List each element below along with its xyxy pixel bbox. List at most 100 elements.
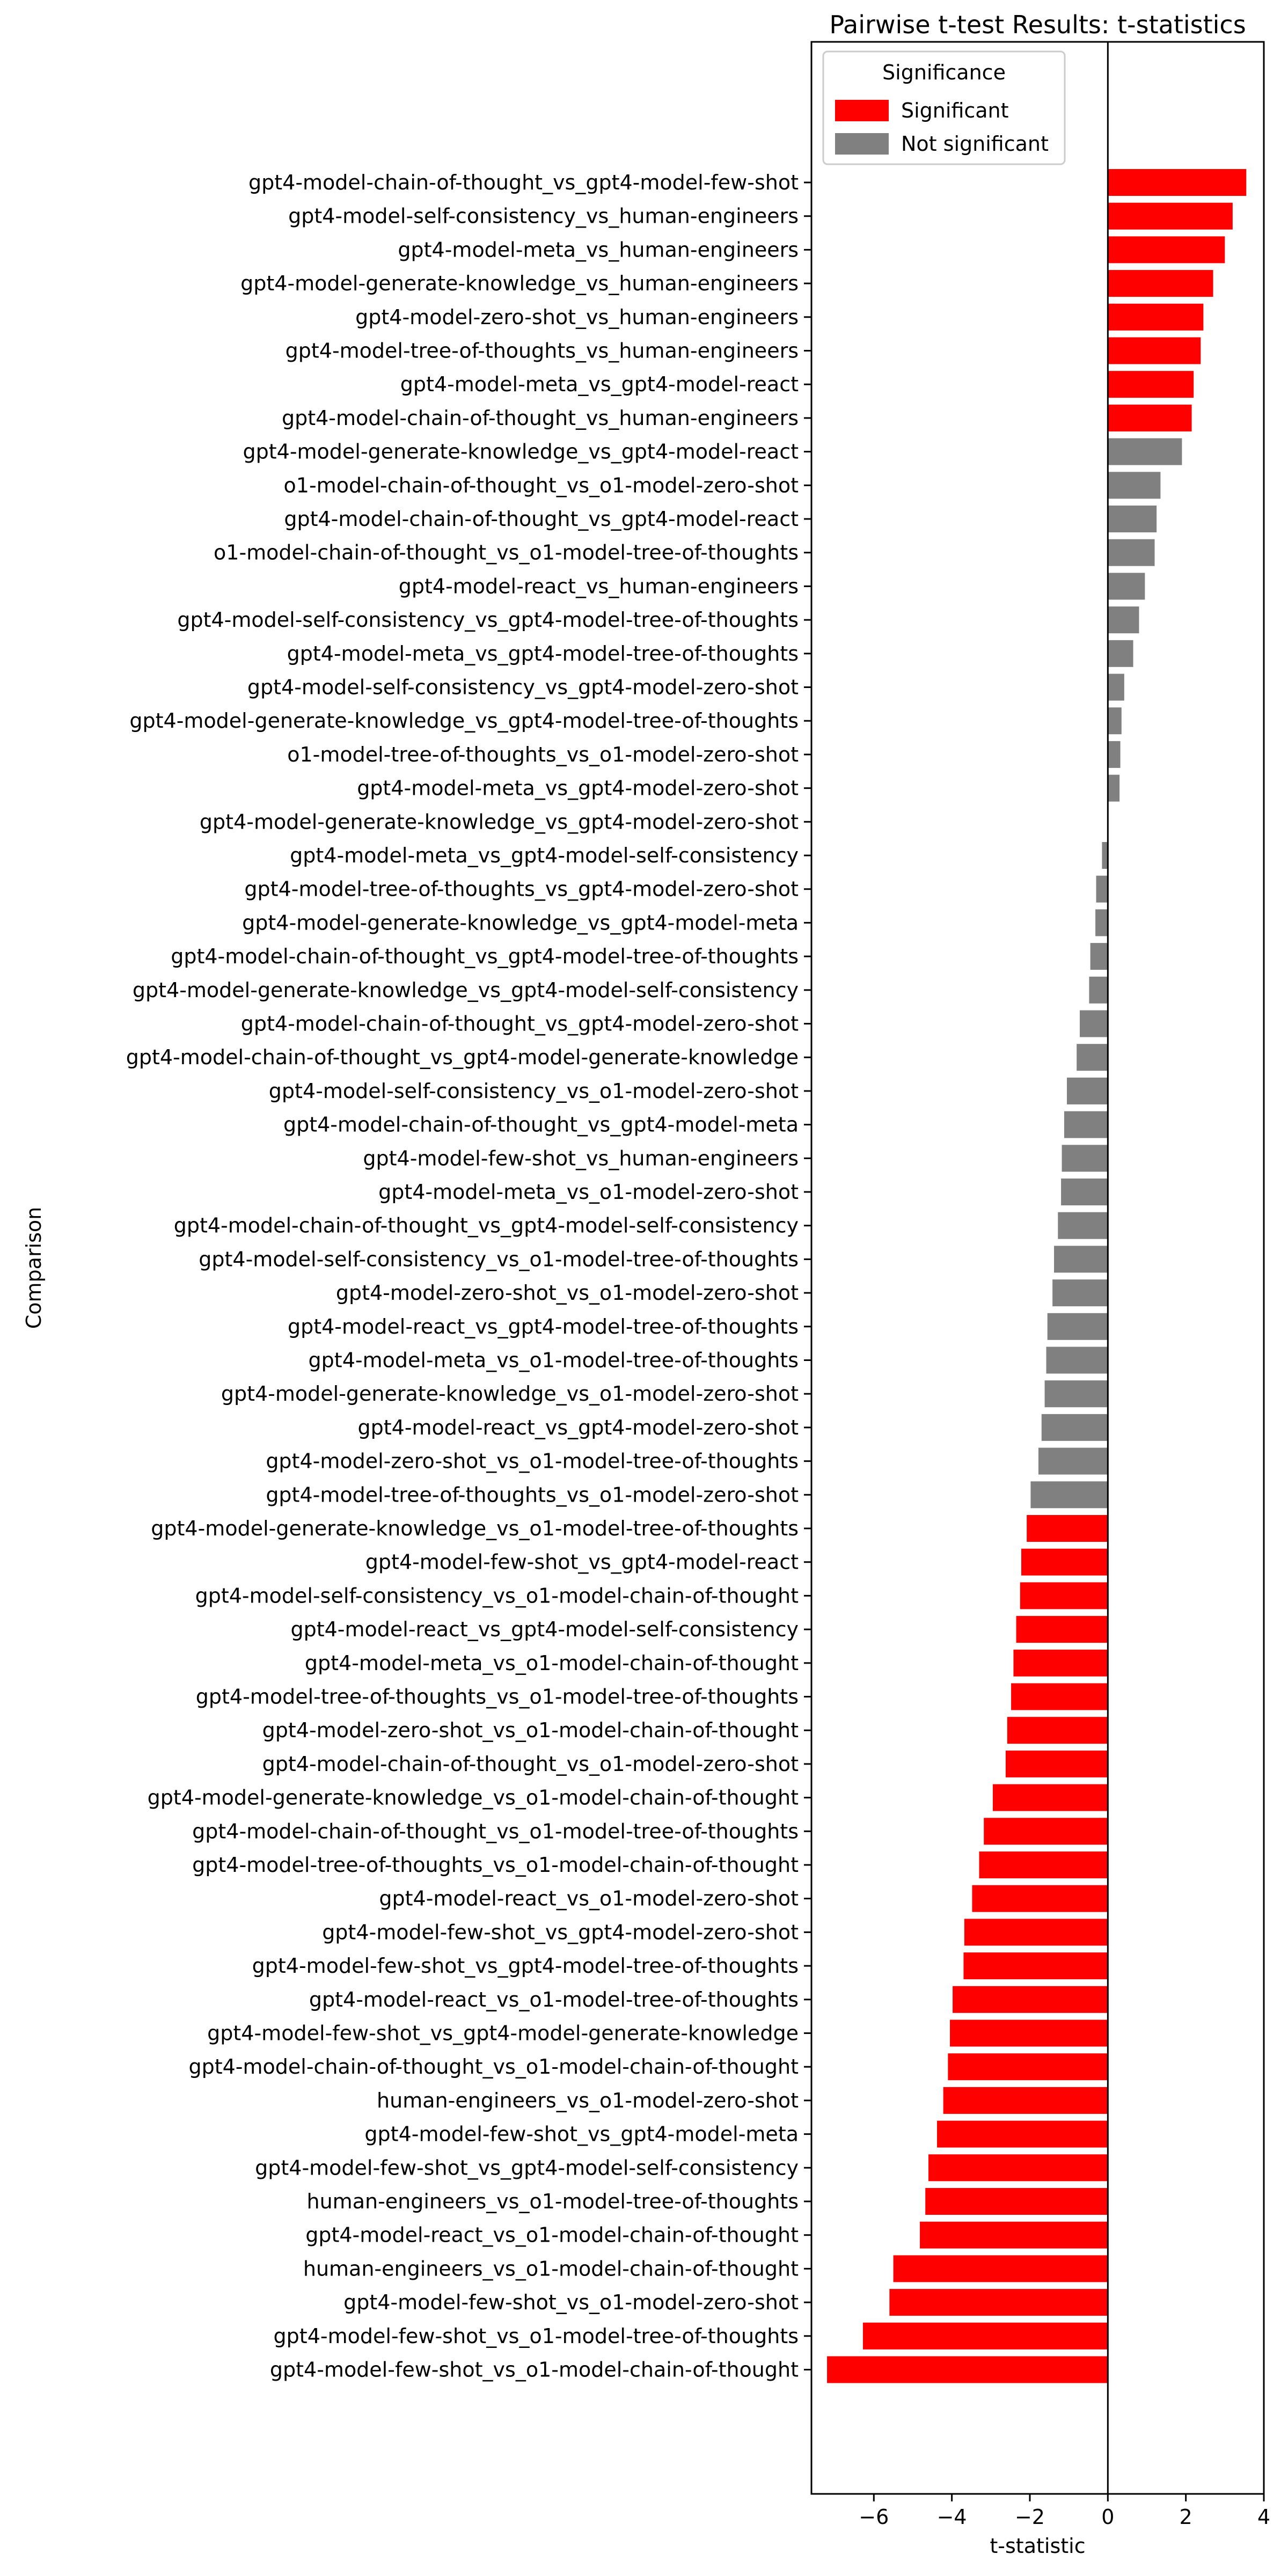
category-label: gpt4-model-zero-shot_vs_o1-model-chain-o…: [262, 1718, 799, 1742]
bar-gpt4-model-self-consistency-vs-human-engineers: [1108, 202, 1233, 230]
bar-gpt4-model-zero-shot-vs-o1-model-chain-of-thought: [1007, 1717, 1108, 1744]
category-label: gpt4-model-generate-knowledge_vs_o1-mode…: [148, 1786, 799, 1810]
category-label: gpt4-model-few-shot_vs_gpt4-model-genera…: [207, 2022, 799, 2045]
category-label: gpt4-model-generate-knowledge_vs_human-e…: [240, 272, 799, 295]
bar-human-engineers-vs-o1-model-chain-of-thought: [893, 2255, 1108, 2282]
bar-gpt4-model-few-shot-vs-o1-model-tree-of-thoughts: [862, 2322, 1108, 2350]
category-label: gpt4-model-few-shot_vs_human-engineers: [363, 1146, 799, 1170]
bar-gpt4-model-chain-of-thought-vs-gpt4-model-zero-shot: [1079, 1010, 1108, 1037]
bar-gpt4-model-react-vs-o1-model-chain-of-thought: [920, 2221, 1108, 2249]
category-label: gpt4-model-few-shot_vs_gpt4-model-react: [365, 1550, 799, 1574]
category-label: gpt4-model-meta_vs_gpt4-model-react: [400, 372, 799, 396]
category-label: gpt4-model-chain-of-thought_vs_gpt4-mode…: [284, 507, 799, 531]
category-labels-layer: gpt4-model-chain-of-thought_vs_gpt4-mode…: [126, 171, 811, 2382]
bar-gpt4-model-zero-shot-vs-human-engineers: [1108, 303, 1204, 331]
category-label: gpt4-model-react_vs_gpt4-model-self-cons…: [290, 1618, 799, 1641]
bar-gpt4-model-react-vs-gpt4-model-self-consistency: [1016, 1616, 1108, 1643]
legend-label-not-significant: Not significant: [901, 132, 1049, 156]
bar-gpt4-model-chain-of-thought-vs-gpt4-model-few-shot: [1108, 169, 1247, 196]
bar-gpt4-model-tree-of-thoughts-vs-o1-model-chain-of-thought: [979, 1851, 1108, 1878]
legend-title: Significance: [882, 61, 1006, 84]
category-label: gpt4-model-chain-of-thought_vs_human-eng…: [282, 406, 799, 430]
bar-gpt4-model-generate-knowledge-vs-o1-model-zero-shot: [1044, 1380, 1108, 1408]
y-axis-label: Comparison: [22, 1207, 46, 1329]
bar-o1-model-chain-of-thought-vs-o1-model-tree-of-thoughts: [1108, 539, 1155, 566]
category-label: gpt4-model-few-shot_vs_gpt4-model-tree-o…: [252, 1954, 799, 1978]
bar-gpt4-model-react-vs-o1-model-zero-shot: [972, 1885, 1108, 1912]
category-label: gpt4-model-chain-of-thought_vs_gpt4-mode…: [171, 945, 799, 968]
x-tick-label: 2: [1180, 2505, 1192, 2529]
bar-gpt4-model-few-shot-vs-gpt4-model-react: [1021, 1548, 1108, 1576]
x-axis-label: t-statistic: [990, 2534, 1085, 2558]
bar-gpt4-model-few-shot-vs-gpt4-model-tree-of-thoughts: [963, 1952, 1108, 1980]
bar-gpt4-model-chain-of-thought-vs-human-engineers: [1108, 404, 1192, 431]
bar-gpt4-model-meta-vs-o1-model-chain-of-thought: [1013, 1649, 1108, 1677]
category-label: gpt4-model-meta_vs_o1-model-zero-shot: [378, 1180, 799, 1204]
category-label: gpt4-model-chain-of-thought_vs_gpt4-mode…: [248, 171, 799, 194]
bar-gpt4-model-few-shot-vs-gpt4-model-zero-shot: [964, 1919, 1108, 1946]
category-label: gpt4-model-meta_vs_o1-model-chain-of-tho…: [305, 1651, 799, 1675]
category-label: gpt4-model-self-consistency_vs_gpt4-mode…: [247, 676, 799, 699]
bar-gpt4-model-generate-knowledge-vs-gpt4-model-tree-of-thoughts: [1108, 707, 1122, 735]
plot-frame: [810, 41, 1265, 2495]
category-label: gpt4-model-self-consistency_vs_o1-model-…: [269, 1079, 799, 1103]
bar-gpt4-model-generate-knowledge-vs-o1-model-chain-of-thought: [992, 1784, 1108, 1811]
category-label: gpt4-model-few-shot_vs_gpt4-model-self-c…: [255, 2156, 799, 2179]
category-label: gpt4-model-self-consistency_vs_gpt4-mode…: [177, 608, 799, 632]
category-label: gpt4-model-meta_vs_gpt4-model-zero-shot: [357, 777, 799, 800]
category-label: gpt4-model-tree-of-thoughts_vs_gpt4-mode…: [244, 877, 799, 901]
bar-gpt4-model-zero-shot-vs-o1-model-zero-shot: [1052, 1279, 1108, 1307]
category-label: human-engineers_vs_o1-model-chain-of-tho…: [303, 2257, 799, 2280]
bar-gpt4-model-tree-of-thoughts-vs-gpt4-model-zero-shot: [1096, 875, 1108, 903]
bar-gpt4-model-chain-of-thought-vs-gpt4-model-tree-of-thoughts: [1090, 943, 1108, 970]
category-label: gpt4-model-tree-of-thoughts_vs_o1-model-…: [266, 1483, 799, 1506]
bar-gpt4-model-generate-knowledge-vs-gpt4-model-react: [1108, 438, 1182, 465]
category-label: gpt4-model-generate-knowledge_vs_gpt4-mo…: [129, 709, 799, 733]
category-label: gpt4-model-react_vs_o1-model-tree-of-tho…: [309, 1988, 799, 2011]
category-label: gpt4-model-few-shot_vs_o1-model-zero-sho…: [343, 2290, 799, 2314]
bar-gpt4-model-chain-of-thought-vs-gpt4-model-react: [1108, 506, 1157, 532]
category-label: gpt4-model-react_vs_gpt4-model-zero-shot: [358, 1416, 799, 1439]
category-label: gpt4-model-tree-of-thoughts_vs_human-eng…: [286, 339, 799, 363]
bar-gpt4-model-tree-of-thoughts-vs-o1-model-zero-shot: [1030, 1481, 1108, 1509]
category-label: gpt4-model-generate-knowledge_vs_o1-mode…: [151, 1517, 799, 1540]
category-label: gpt4-model-generate-knowledge_vs_gpt4-mo…: [133, 978, 799, 1002]
category-label: o1-model-chain-of-thought_vs_o1-model-tr…: [214, 541, 799, 565]
bar-gpt4-model-tree-of-thoughts-vs-human-engineers: [1108, 337, 1201, 364]
legend-label-significant: Significant: [901, 99, 1009, 122]
bar-gpt4-model-meta-vs-gpt4-model-self-consistency: [1102, 842, 1108, 869]
bar-gpt4-model-chain-of-thought-vs-o1-model-tree-of-thoughts: [984, 1818, 1108, 1845]
x-tick-label: 4: [1257, 2505, 1270, 2529]
bar-gpt4-model-meta-vs-gpt4-model-tree-of-thoughts: [1108, 640, 1133, 667]
category-label: gpt4-model-meta_vs_o1-model-tree-of-thou…: [309, 1349, 799, 1372]
bar-gpt4-model-few-shot-vs-o1-model-chain-of-thought: [827, 2356, 1108, 2383]
x-ticks-layer: −6 −4 −2 0 2 4: [859, 2494, 1270, 2529]
bar-gpt4-model-few-shot-vs-human-engineers: [1062, 1145, 1108, 1172]
category-label: gpt4-model-generate-knowledge_vs_gpt4-mo…: [200, 810, 799, 833]
bar-gpt4-model-meta-vs-o1-model-tree-of-thoughts: [1046, 1346, 1108, 1374]
bar-gpt4-model-chain-of-thought-vs-gpt4-model-self-consistency: [1058, 1212, 1108, 1239]
category-label: gpt4-model-generate-knowledge_vs_gpt4-mo…: [242, 911, 799, 934]
category-label: gpt4-model-chain-of-thought_vs_gpt4-mode…: [174, 1214, 799, 1238]
bar-gpt4-model-zero-shot-vs-o1-model-tree-of-thoughts: [1038, 1447, 1108, 1475]
category-label: gpt4-model-tree-of-thoughts_vs_o1-model-…: [196, 1685, 799, 1709]
bar-gpt4-model-generate-knowledge-vs-o1-model-tree-of-thoughts: [1027, 1515, 1108, 1542]
bar-gpt4-model-self-consistency-vs-gpt4-model-tree-of-thoughts: [1108, 606, 1139, 634]
category-label: gpt4-model-chain-of-thought_vs_gpt4-mode…: [283, 1113, 799, 1137]
x-tick-label: −2: [1015, 2505, 1045, 2529]
category-label: gpt4-model-self-consistency_vs_o1-model-…: [195, 1584, 799, 1607]
category-label: gpt4-model-meta_vs_human-engineers: [398, 238, 799, 261]
category-label: gpt4-model-chain-of-thought_vs_o1-model-…: [188, 2055, 799, 2079]
bar-human-engineers-vs-o1-model-tree-of-thoughts: [925, 2188, 1108, 2215]
x-tick-label: 0: [1101, 2505, 1114, 2529]
category-label: gpt4-model-chain-of-thought_vs_o1-model-…: [262, 1752, 799, 1776]
category-label: gpt4-model-chain-of-thought_vs_o1-model-…: [192, 1819, 799, 1843]
bar-gpt4-model-self-consistency-vs-o1-model-chain-of-thought: [1020, 1582, 1108, 1609]
bar-gpt4-model-meta-vs-gpt4-model-zero-shot: [1108, 774, 1120, 802]
bar-gpt4-model-few-shot-vs-o1-model-zero-shot: [889, 2289, 1108, 2316]
bar-gpt4-model-few-shot-vs-gpt4-model-self-consistency: [928, 2154, 1108, 2182]
bars-layer: [827, 169, 1247, 2383]
bar-gpt4-model-generate-knowledge-vs-human-engineers: [1108, 270, 1213, 297]
bar-gpt4-model-react-vs-gpt4-model-zero-shot: [1041, 1414, 1108, 1441]
